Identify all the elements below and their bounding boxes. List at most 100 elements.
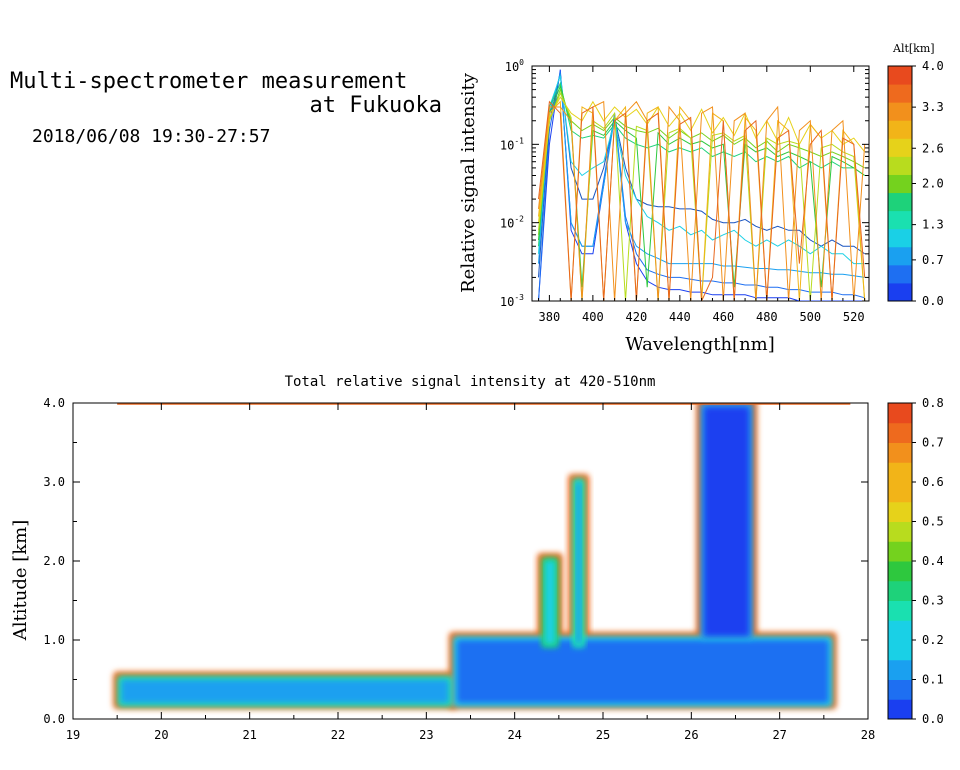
map-x-tick-label: 22 xyxy=(331,728,345,742)
altitude-colorbar-cell xyxy=(888,246,912,266)
intensity-colorbar-cell xyxy=(888,541,912,562)
spectrum-x-tick-label: 400 xyxy=(582,310,604,324)
intensity-colorbar-tick-label: 0.5 xyxy=(922,515,944,529)
map-y-tick-label: 0.0 xyxy=(43,712,65,726)
spectrum-y-tick-label: 100 xyxy=(505,58,524,74)
map-x-tick-label: 19 xyxy=(66,728,80,742)
spectrum-series-line-6 xyxy=(538,84,865,288)
intensity-colorbar-cell xyxy=(888,640,912,661)
spectrum-series-line-12 xyxy=(538,100,866,301)
map-heatmap-content xyxy=(113,403,851,710)
map-region-plume-24.4 xyxy=(545,561,555,644)
intensity-colorbar-cell xyxy=(888,462,912,483)
spectrum-x-axis-label: Wavelength[nm] xyxy=(625,334,775,355)
map-y-axis-label: Altitude [km] xyxy=(10,520,31,642)
map-y-tick-label: 1.0 xyxy=(43,633,65,647)
altitude-colorbar-cell xyxy=(888,228,912,248)
map-x-tick-label: 27 xyxy=(772,728,786,742)
altitude-colorbar-tick-label: 2.6 xyxy=(922,141,944,155)
altitude-colorbar-title: Alt[km] xyxy=(892,42,935,55)
spectrum-x-tick-label: 440 xyxy=(669,310,691,324)
spectrum-y-tick-label: 10-2 xyxy=(500,215,524,231)
altitude-colorbar-cell xyxy=(888,102,912,121)
map-y-tick-label: 2.0 xyxy=(43,554,65,568)
altitude-colorbar-tick-label: 3.3 xyxy=(922,100,944,114)
spectrum-x-tick-label: 480 xyxy=(756,310,778,324)
spectrum-series-line-0 xyxy=(538,69,865,301)
intensity-colorbar-tick-label: 0.8 xyxy=(922,396,944,410)
intensity-colorbar-cell xyxy=(888,442,912,463)
intensity-colorbar-tick-label: 0.3 xyxy=(922,594,944,608)
spectrum-series-line-3 xyxy=(538,73,865,278)
intensity-colorbar-tick-label: 0.1 xyxy=(922,673,944,687)
spectrum-x-tick-label: 460 xyxy=(712,310,734,324)
intensity-colorbar-tick-label: 0.7 xyxy=(922,436,944,450)
altitude-colorbar-tick-label: 2.0 xyxy=(922,177,944,191)
map-x-tick-label: 26 xyxy=(684,728,698,742)
intensity-colorbar-cell xyxy=(888,561,912,582)
intensity-colorbar-cell xyxy=(888,600,912,621)
intensity-colorbar-ticks: 0.0 0.1 0.2 0.3 0.4 0.5 0.6 0.7 0.8 xyxy=(912,396,944,726)
altitude-colorbar-cell xyxy=(888,264,912,284)
spectrum-series-line-2 xyxy=(538,73,865,278)
altitude-colorbar-tick-label: 0.0 xyxy=(922,294,944,308)
spectrum-series-line-1 xyxy=(538,71,865,301)
intensity-colorbar-cell xyxy=(888,521,912,542)
chart-title-line2: at Fukuoka xyxy=(309,93,442,118)
map-region-plume-24.7 xyxy=(576,482,582,644)
altitude-colorbar-cell xyxy=(888,84,912,103)
intensity-colorbar-cell xyxy=(888,501,912,522)
map-y-tick-label: 3.0 xyxy=(43,475,65,489)
map-y-tick-label: 4.0 xyxy=(43,396,65,410)
intensity-colorbar-cell xyxy=(888,422,912,443)
intensity-colorbar-tick-label: 0.2 xyxy=(922,633,944,647)
intensity-colorbar: 0.0 0.1 0.2 0.3 0.4 0.5 0.6 0.7 0.8 xyxy=(887,396,944,726)
altitude-colorbar-cell xyxy=(888,174,912,194)
map-x-tick-label: 23 xyxy=(419,728,433,742)
spectrum-y-ticks: 10-3 10-2 10-1 100 xyxy=(500,58,869,309)
altitude-colorbar-cell xyxy=(888,210,912,230)
altitude-colorbar-cell xyxy=(888,156,912,175)
map-x-ticks: 19 20 21 22 23 24 25 26 27 28 xyxy=(66,403,875,742)
map-y-ticks: 0.0 1.0 2.0 3.0 4.0 xyxy=(43,396,868,726)
map-x-tick-label: 20 xyxy=(154,728,168,742)
spectrum-y-tick-label: 10-1 xyxy=(500,136,524,152)
map-region-boundary-layer xyxy=(121,679,449,704)
intensity-colorbar-cell xyxy=(888,580,912,601)
spectrum-x-tick-label: 520 xyxy=(843,310,865,324)
intensity-colorbar-cell xyxy=(888,659,912,680)
spectrum-x-tick-label: 420 xyxy=(626,310,648,324)
chart-title-line1: Multi-spectrometer measurement xyxy=(10,69,408,94)
altitude-map-chart: Total relative signal intensity at 420-5… xyxy=(10,374,944,742)
intensity-colorbar-cell xyxy=(888,620,912,641)
spectrum-x-tick-label: 380 xyxy=(539,310,561,324)
spectrum-series-group xyxy=(538,69,866,301)
map-x-tick-label: 24 xyxy=(507,728,521,742)
spectrum-plot-frame xyxy=(531,65,870,302)
map-x-tick-label: 28 xyxy=(861,728,875,742)
map-region-lofted-layer xyxy=(456,640,829,704)
map-title: Total relative signal intensity at 420-5… xyxy=(285,374,656,390)
intensity-colorbar-cell xyxy=(888,679,912,700)
map-x-tick-label: 25 xyxy=(596,728,610,742)
spectrum-x-ticks: 380 400 420 440 460 480 500 520 xyxy=(538,66,866,324)
map-region-cloud-26.4 xyxy=(704,407,750,636)
intensity-colorbar-cells xyxy=(888,403,912,720)
altitude-colorbar-cell xyxy=(888,120,912,139)
altitude-colorbar-cell xyxy=(888,66,912,85)
spectrum-y-tick-label: 10-3 xyxy=(500,293,524,309)
intensity-colorbar-cell xyxy=(888,482,912,503)
altitude-colorbar-tick-label: 0.7 xyxy=(922,253,944,267)
altitude-colorbar-cell xyxy=(888,138,912,157)
altitude-colorbar-cell xyxy=(888,282,912,302)
map-x-tick-label: 21 xyxy=(242,728,256,742)
spectrum-chart: 380 400 420 440 460 480 500 520 10-3 10-2 10-1 100… xyxy=(458,42,944,355)
altitude-colorbar-ticks: 0.0 0.7 1.3 2.0 2.6 3.3 4.0 xyxy=(912,59,944,308)
spectrum-x-tick-label: 500 xyxy=(799,310,821,324)
date-range: 2018/06/08 19:30-27:57 xyxy=(32,126,271,147)
altitude-colorbar: Alt[km] 0.0 0.7 1.3 2.0 2.6 3.3 4.0 xyxy=(887,42,944,308)
intensity-colorbar-tick-label: 0.4 xyxy=(922,554,944,568)
altitude-colorbar-tick-label: 4.0 xyxy=(922,59,944,73)
spectrum-series-line-4 xyxy=(538,75,865,265)
